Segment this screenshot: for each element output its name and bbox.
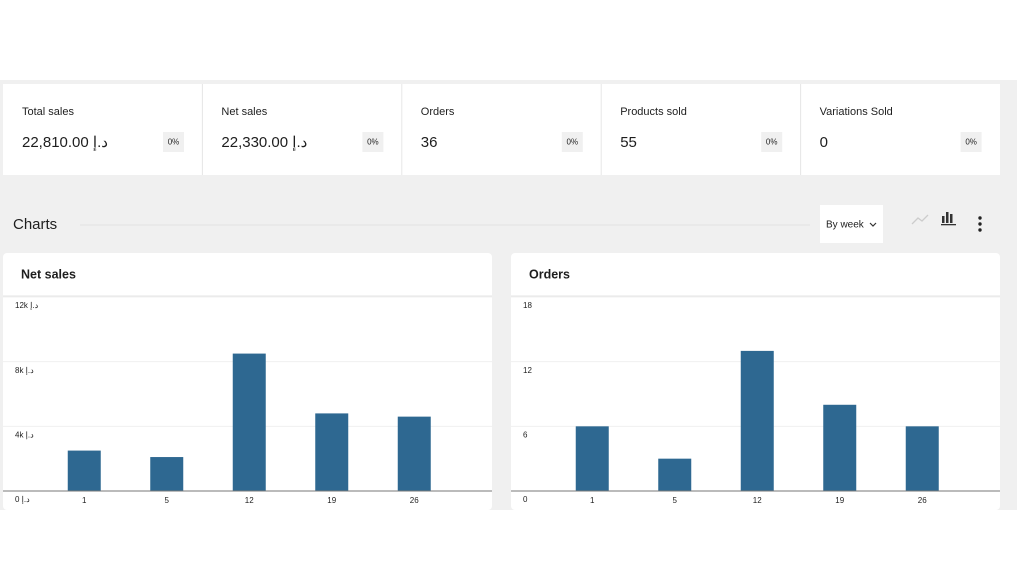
interval-label[interactable]: By week	[826, 220, 865, 231]
card-value: 36	[421, 134, 438, 151]
delta-badge	[960, 132, 982, 152]
card-value: 55	[620, 134, 637, 151]
card-value: 22,810.00 د.إ	[22, 134, 108, 151]
card-delta: 0%	[168, 138, 180, 147]
chart-title: Orders	[529, 267, 570, 281]
y-tick-label: 6	[523, 430, 528, 439]
more-menu[interactable]	[978, 216, 982, 232]
y-tick-label: 12	[523, 366, 532, 375]
bottom-cover	[0, 510, 1024, 569]
y-tick-label: 12k د.إ	[15, 301, 39, 310]
bar	[823, 404, 857, 491]
delta-badge	[163, 132, 184, 152]
x-tick-label: 1	[82, 496, 87, 505]
card-label: Net sales	[221, 106, 267, 118]
delta-badge	[761, 132, 783, 152]
card-delta: 0%	[766, 138, 778, 147]
card-label: Products sold	[620, 106, 687, 118]
x-tick-label: 19	[327, 496, 336, 505]
card-delta: 0%	[965, 138, 977, 147]
line-chart-icon[interactable]	[911, 214, 929, 225]
bar	[397, 416, 431, 491]
y-tick-label: 4k د.إ	[15, 430, 34, 439]
card-label: Orders	[421, 106, 455, 118]
cards-panel	[3, 84, 1000, 175]
bar	[658, 458, 692, 491]
card-delta: 0%	[367, 138, 379, 147]
chart-title: Net sales	[21, 267, 76, 281]
chevron	[869, 222, 877, 227]
x-tick-label: 12	[753, 496, 762, 505]
bar	[905, 426, 939, 491]
x-tick-label: 12	[245, 496, 254, 505]
bar	[575, 426, 609, 491]
bar	[315, 413, 349, 491]
y-tick-label: 18	[523, 301, 532, 310]
bar-chart-icon[interactable]	[941, 212, 956, 226]
y-tick-label: 0	[523, 495, 528, 504]
x-tick-label: 26	[918, 496, 927, 505]
y-tick-label: 8k د.إ	[15, 366, 34, 375]
card-label: Total sales	[22, 106, 74, 118]
card-value: 0	[820, 134, 828, 151]
x-tick-label: 5	[673, 496, 678, 505]
y-tick-label: 0 د.إ	[15, 495, 30, 504]
x-tick-label: 1	[590, 496, 595, 505]
interval-select[interactable]	[820, 205, 883, 243]
bar	[67, 450, 101, 491]
section-title: Charts	[13, 216, 57, 233]
bar	[740, 350, 774, 491]
card-label: Variations Sold	[820, 106, 893, 118]
card-delta: 0%	[567, 138, 579, 147]
bar	[150, 457, 184, 491]
card-value: 22,330.00 د.إ	[221, 134, 307, 151]
x-tick-label: 26	[410, 496, 419, 505]
x-tick-label: 19	[835, 496, 844, 505]
bar	[232, 353, 266, 491]
delta-badge	[561, 132, 583, 152]
delta-badge	[362, 132, 384, 152]
x-tick-label: 5	[165, 496, 170, 505]
